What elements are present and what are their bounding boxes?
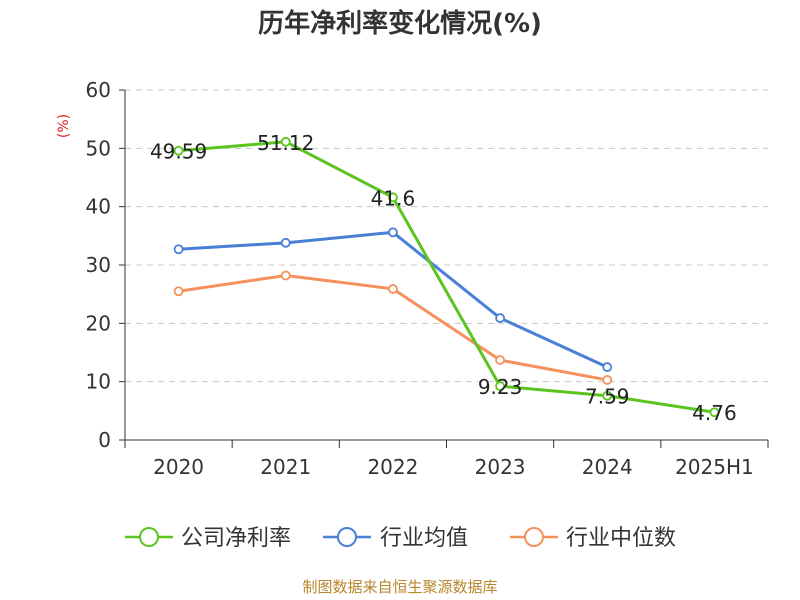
x-tick-label: 2021 xyxy=(260,455,311,479)
y-tick-label: 60 xyxy=(86,78,111,102)
data-point xyxy=(495,355,505,365)
series-line-1 xyxy=(178,230,608,369)
x-tick-label: 2023 xyxy=(475,455,526,479)
data-point xyxy=(495,313,505,323)
data-labels: 49.59 51.12 41.6 9.23 7.59 4.76 xyxy=(150,131,737,425)
data-point xyxy=(602,390,613,401)
data-label: 4.76 xyxy=(692,401,737,425)
legend-label: 行业中位数 xyxy=(566,526,676,551)
legend-label: 行业均值 xyxy=(380,526,468,551)
y-tick-label: 0 xyxy=(98,428,111,452)
y-tick-label: 10 xyxy=(86,370,111,394)
legend-marker xyxy=(337,527,357,547)
y-tick-label: 20 xyxy=(86,311,111,335)
y-tick-label: 40 xyxy=(86,195,111,219)
data-label: 41.6 xyxy=(371,186,416,210)
y-tick-label: 30 xyxy=(86,253,111,277)
data-label: 51.12 xyxy=(257,131,314,155)
legend-marker xyxy=(524,527,544,547)
legend-label: 公司净利率 xyxy=(181,526,291,551)
series-group xyxy=(173,136,720,418)
data-point xyxy=(388,192,398,203)
data-point xyxy=(173,244,184,255)
y-tick-label: 50 xyxy=(86,136,111,160)
data-point xyxy=(709,407,720,418)
legend[interactable]: 公司净利率 行业均值 行业中位数 xyxy=(125,526,676,551)
x-tick-label: 2022 xyxy=(367,455,418,479)
data-label: 9.23 xyxy=(478,375,523,399)
data-point xyxy=(602,362,613,372)
data-point xyxy=(173,145,184,156)
series-line-0 xyxy=(178,140,715,414)
data-point xyxy=(602,375,613,385)
x-tick-label: 2024 xyxy=(582,455,633,479)
data-point xyxy=(173,286,184,297)
data-label: 7.59 xyxy=(585,385,630,409)
source-note: 制图数据来自恒生聚源数据库 xyxy=(302,578,497,596)
data-point xyxy=(280,237,291,248)
data-point xyxy=(388,284,398,294)
gridlines xyxy=(125,89,768,383)
legend-item-2[interactable]: 行业中位数 xyxy=(510,526,676,551)
x-tick-label: 2025H1 xyxy=(675,455,754,479)
data-point xyxy=(495,381,505,392)
x-tick-label: 2020 xyxy=(153,455,204,479)
legend-item-0[interactable]: 公司净利率 xyxy=(125,526,291,551)
y-axis-unit: (%) xyxy=(56,114,72,138)
legend-item-1[interactable]: 行业均值 xyxy=(323,526,468,551)
legend-marker xyxy=(139,527,159,547)
axes: 0 10 20 30 40 50 60 2020 2021 2022 2023 2024 2025H1 xyxy=(86,78,769,479)
data-label: 49.59 xyxy=(150,140,207,164)
chart-title: 历年净利率变化情况(%) xyxy=(258,8,542,39)
data-point xyxy=(280,136,291,147)
data-point xyxy=(388,227,398,238)
data-point xyxy=(280,270,291,281)
